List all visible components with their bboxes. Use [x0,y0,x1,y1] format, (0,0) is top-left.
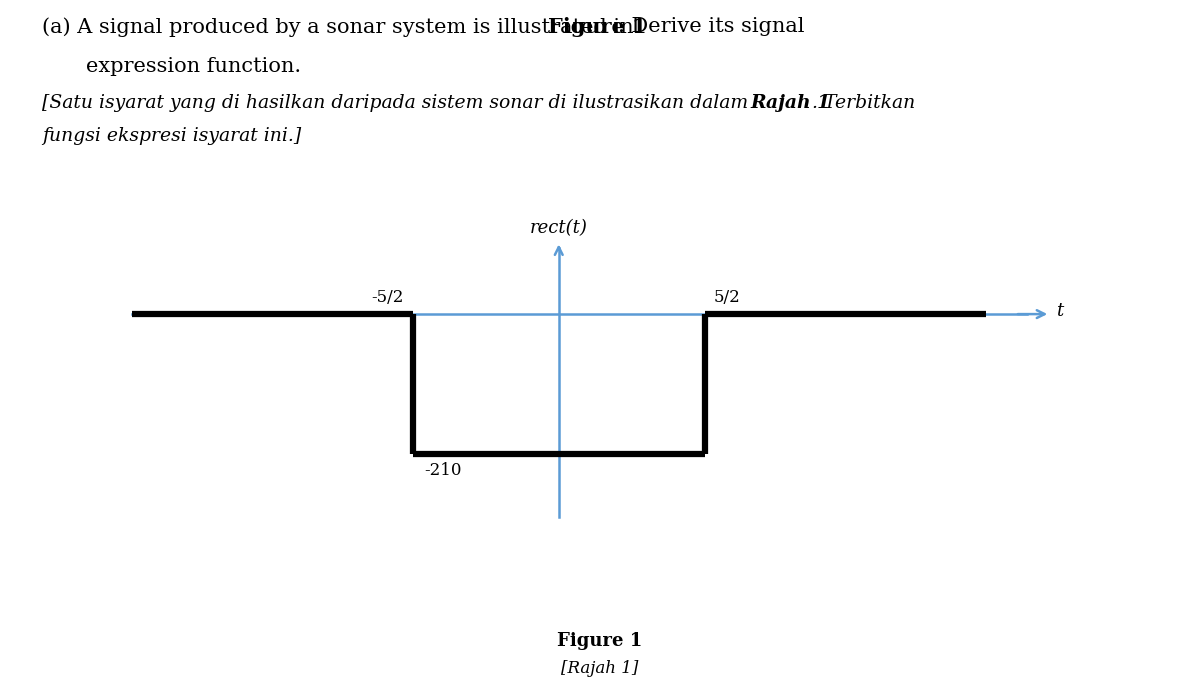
Text: fungsi ekspresi isyarat ini.]: fungsi ekspresi isyarat ini.] [42,127,301,145]
Text: [Satu isyarat yang di hasilkan daripada sistem sonar di ilustrasikan dalam: [Satu isyarat yang di hasilkan daripada … [42,94,754,112]
Text: rect(t): rect(t) [530,219,588,237]
Text: -210: -210 [425,462,462,479]
Text: . Terbitkan: . Terbitkan [812,94,916,112]
Text: Figure 1: Figure 1 [557,632,643,650]
Text: t: t [1056,302,1063,320]
Text: (a) A signal produced by a sonar system is illustrated in: (a) A signal produced by a sonar system … [42,17,641,37]
Text: -5/2: -5/2 [371,289,403,306]
Text: 5/2: 5/2 [714,289,740,306]
Text: . Derive its signal: . Derive its signal [618,17,804,36]
Text: [Rajah 1]: [Rajah 1] [562,660,638,676]
Text: Rajah 1: Rajah 1 [750,94,830,112]
Text: expression function.: expression function. [86,57,301,76]
Text: Figure 1: Figure 1 [548,17,647,38]
